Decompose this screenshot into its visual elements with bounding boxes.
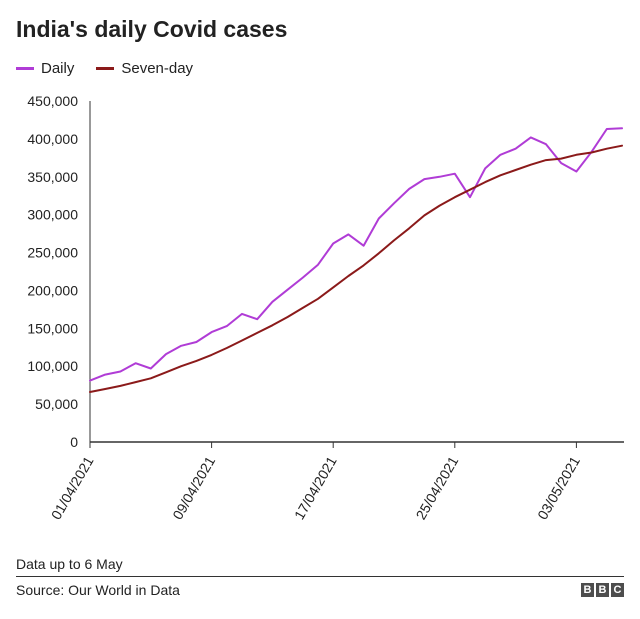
series-line-seven-day: [89, 144, 623, 393]
legend-swatch-seven-day: [96, 67, 115, 70]
legend-label-seven-day: Seven-day: [121, 60, 194, 77]
line-chart: 0 50,000 100,000 150,000 200,000 250,000 300,0…: [27, 93, 624, 522]
y-tick-label: 50,000: [35, 396, 78, 412]
y-tick-label: 450,000: [27, 93, 78, 109]
y-tick-label: 100,000: [27, 358, 78, 374]
y-tick-label: 200,000: [27, 282, 78, 298]
legend-item-seven-day: Seven-day: [96, 60, 193, 77]
y-tick-label: 150,000: [27, 320, 78, 336]
x-tick-label: 01/04/2021: [48, 453, 97, 522]
bbc-logo-b2: B: [596, 583, 609, 597]
legend-swatch-daily: [16, 67, 34, 70]
bbc-logo-b1: B: [581, 583, 594, 597]
chart-title: India's daily Covid cases: [16, 16, 288, 42]
series-line-daily: [89, 127, 623, 382]
bbc-logo-c: C: [611, 583, 624, 597]
bbc-logo: B B C: [579, 583, 624, 597]
legend-label-daily: Daily: [41, 60, 75, 77]
y-tick-label: 400,000: [27, 131, 78, 147]
divider: [16, 576, 624, 577]
x-tick-label: 17/04/2021: [291, 453, 340, 522]
footnote: Data up to 6 May: [16, 556, 123, 572]
source-note: Source: Our World in Data: [16, 582, 180, 598]
y-tick-label: 350,000: [27, 169, 78, 185]
legend-item-daily: Daily: [16, 60, 74, 77]
y-tick-label: 300,000: [27, 207, 78, 223]
y-tick-label: 250,000: [27, 245, 78, 261]
x-tick-label: 03/05/2021: [534, 453, 583, 522]
y-tick-label: 0: [70, 434, 78, 450]
legend: Daily Seven-day: [16, 60, 215, 77]
x-tick-label: 09/04/2021: [169, 453, 218, 522]
x-tick-label: 25/04/2021: [413, 453, 462, 522]
